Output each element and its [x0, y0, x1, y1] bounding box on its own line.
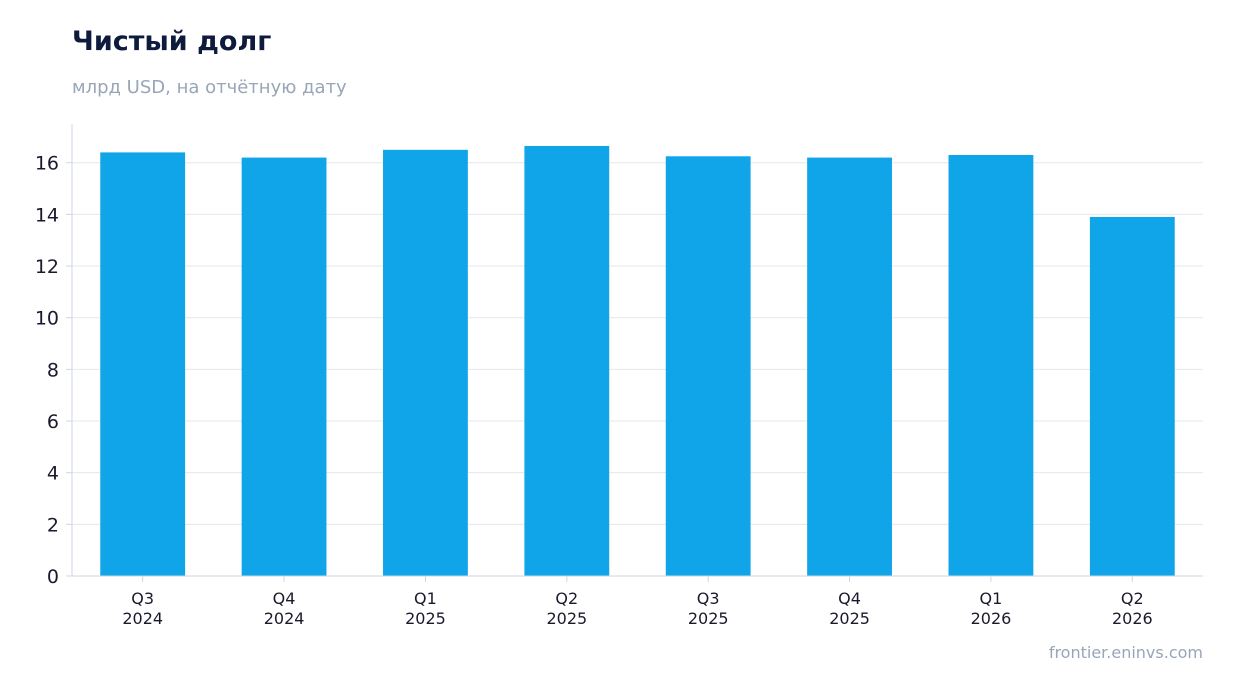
- x-tick-label: Q3 2024: [122, 589, 163, 628]
- x-tick-label: Q3 2025: [688, 589, 729, 628]
- y-tick-label: 16: [35, 153, 59, 175]
- x-tick-label: Q2 2026: [1112, 589, 1153, 628]
- bar: [807, 157, 892, 576]
- bar: [948, 154, 1034, 576]
- source-label: frontier.eninvs.com: [1048, 643, 1203, 662]
- bar: [383, 149, 468, 577]
- bar: [665, 156, 751, 577]
- x-tick-label: Q1 2025: [405, 589, 446, 628]
- bar: [524, 145, 610, 576]
- x-tick-label: Q2 2025: [546, 589, 587, 628]
- axes: 0 2 4 6 8 10 12 14 16 Q3 2024 Q4 2024 Q1 2025 Q2 2025 Q3 2…: [35, 124, 1203, 628]
- y-tick-label: 12: [35, 256, 59, 278]
- bar: [1089, 216, 1175, 577]
- bars: [100, 145, 1175, 577]
- y-tick-label: 4: [47, 463, 59, 485]
- y-tick-label: 14: [35, 204, 59, 226]
- y-tick-label: 10: [35, 308, 59, 330]
- chart-subtitle: млрд USD, на отчётную дату: [72, 77, 347, 98]
- chart-title: Чистый долг: [72, 26, 272, 57]
- y-tick-label: 0: [47, 566, 59, 588]
- y-tick-label: 6: [47, 411, 59, 433]
- x-tick-label: Q4 2024: [264, 589, 305, 628]
- bar: [100, 152, 186, 576]
- y-tick-label: 8: [47, 359, 59, 381]
- x-tick-label: Q4 2025: [829, 589, 870, 628]
- bar: [241, 157, 327, 576]
- y-tick-label: 2: [47, 514, 59, 536]
- x-tick-label: Q1 2026: [971, 589, 1012, 628]
